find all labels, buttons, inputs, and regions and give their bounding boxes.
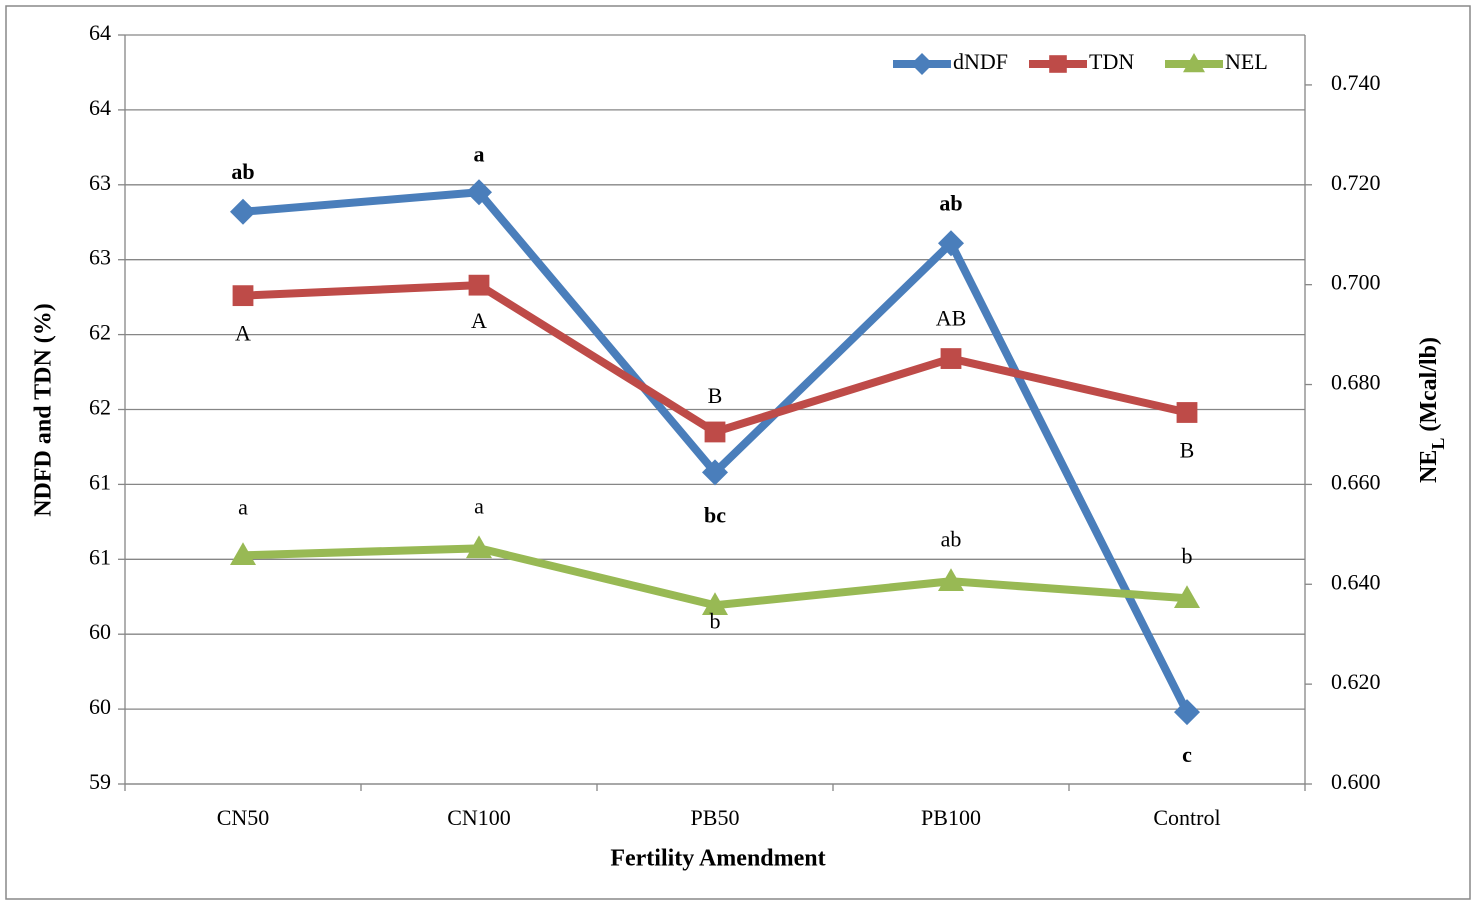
y2-tick-label: 0.720 [1331,170,1381,195]
y-tick-label: 63 [89,170,111,195]
y2-title-sub: L [1428,438,1448,450]
y-axis-title: NDFD and TDN (%) [31,303,57,517]
legend-label: dNDF [953,49,1008,74]
point-marker [938,230,964,257]
point-annotation: a [238,494,248,519]
x-tick-label: CN100 [447,805,511,830]
point-marker [704,421,726,443]
point-marker [230,542,256,566]
point-annotation: A [471,308,487,333]
legend-marker [1049,55,1067,73]
y-tick-label: 62 [89,320,111,345]
point-marker [468,274,490,296]
y2-tick-label: 0.700 [1331,270,1381,295]
point-annotation: ab [939,190,962,215]
x-tick-label: PB100 [921,805,981,830]
y2-title-main: NE [1416,450,1442,483]
point-marker [938,568,964,592]
point-annotation: a [474,141,485,166]
point-annotation: b [710,608,721,633]
legend-marker [1183,53,1205,73]
y2-tick-label: 0.640 [1331,569,1381,594]
point-annotation: b [1182,543,1193,568]
point-marker [702,459,728,486]
legend-label: NEL [1225,49,1268,74]
point-marker [466,179,492,206]
y2-tick-label: 0.600 [1331,769,1381,794]
y2-tick-label: 0.680 [1331,370,1381,395]
y-tick-label: 60 [89,619,111,644]
point-annotation: ab [231,159,254,184]
y2-title-rest: (Mcal/lb) [1416,337,1442,438]
y-tick-label: 60 [89,694,111,719]
point-marker [702,592,728,615]
point-annotation: B [1180,438,1195,463]
y2-axis-title: NEL (Mcal/lb) [1416,337,1449,483]
point-marker [230,198,256,225]
y-tick-label: 62 [89,395,111,420]
y2-tick-label: 0.620 [1331,669,1381,694]
point-annotation: AB [936,306,967,331]
x-tick-label: Control [1153,805,1220,830]
point-annotation: a [474,493,484,518]
point-marker [1176,402,1198,423]
y2-tick-label: 0.740 [1331,70,1381,95]
y-tick-label: 59 [89,769,111,794]
point-marker [466,535,492,559]
point-annotation: ab [941,526,962,551]
point-annotation: B [708,383,723,408]
legend-label: TDN [1089,49,1134,74]
x-axis-title: Fertility Amendment [610,846,825,872]
y-tick-label: 64 [89,20,111,45]
y-tick-label: 64 [89,95,111,120]
point-marker [232,285,254,307]
point-marker [940,348,962,369]
point-annotation: bc [704,502,726,527]
y-tick-label: 61 [89,469,111,494]
point-marker [1174,699,1200,726]
x-tick-label: PB50 [691,805,740,830]
point-annotation: A [235,321,251,346]
y-tick-label: 63 [89,245,111,270]
y2-tick-label: 0.660 [1331,469,1381,494]
point-annotation: c [1182,742,1192,767]
y-tick-label: 61 [89,544,111,569]
legend-marker [911,53,933,75]
x-tick-label: CN50 [217,805,270,830]
point-marker [1174,585,1200,608]
